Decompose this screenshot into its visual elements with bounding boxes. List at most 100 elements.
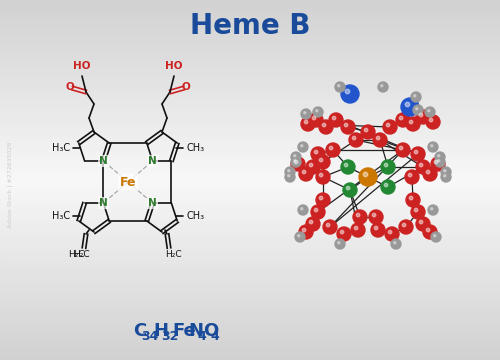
Circle shape [319, 120, 333, 134]
Text: Fe: Fe [120, 176, 136, 189]
Bar [0, 97, 500, 101]
Bar [0, 284, 500, 288]
Circle shape [337, 227, 351, 241]
Bar [0, 216, 500, 220]
Circle shape [372, 213, 376, 217]
Bar [0, 187, 500, 191]
Text: HO: HO [166, 61, 183, 71]
Bar [0, 18, 500, 22]
Bar [0, 155, 500, 158]
Circle shape [298, 235, 300, 237]
Circle shape [414, 208, 418, 212]
Text: H₂C: H₂C [68, 250, 84, 259]
Text: 4: 4 [197, 330, 206, 343]
Text: 32: 32 [161, 330, 178, 343]
Circle shape [428, 110, 430, 112]
Circle shape [416, 108, 418, 110]
Bar [0, 342, 500, 346]
Bar [0, 328, 500, 331]
Circle shape [420, 163, 423, 167]
Circle shape [291, 157, 301, 167]
Bar [0, 108, 500, 112]
Circle shape [364, 128, 368, 132]
Bar [0, 241, 500, 245]
Bar [0, 184, 500, 187]
Bar [0, 266, 500, 270]
Text: Fe: Fe [172, 322, 196, 340]
Circle shape [396, 113, 410, 127]
Circle shape [301, 109, 311, 119]
Circle shape [394, 242, 396, 244]
Text: H₂C: H₂C [72, 250, 90, 259]
Bar [0, 281, 500, 284]
Circle shape [384, 183, 388, 187]
Circle shape [353, 210, 367, 224]
Circle shape [438, 155, 440, 157]
Circle shape [298, 142, 308, 152]
Circle shape [435, 152, 445, 162]
Bar [0, 137, 500, 140]
Bar [0, 54, 500, 58]
Bar [0, 173, 500, 176]
Circle shape [411, 205, 425, 219]
Circle shape [302, 170, 306, 174]
Circle shape [300, 145, 303, 147]
Bar [0, 331, 500, 335]
Circle shape [349, 133, 363, 147]
Bar [0, 14, 500, 18]
Circle shape [335, 82, 345, 92]
Bar [0, 220, 500, 223]
Circle shape [343, 183, 357, 197]
Bar [0, 11, 500, 14]
Circle shape [298, 205, 308, 215]
Bar [0, 94, 500, 97]
Bar [0, 126, 500, 130]
Bar [0, 202, 500, 205]
Circle shape [363, 172, 368, 177]
Circle shape [391, 239, 401, 249]
Circle shape [302, 228, 306, 232]
Circle shape [408, 173, 412, 177]
Circle shape [425, 107, 435, 117]
Bar [0, 245, 500, 248]
Circle shape [304, 120, 308, 124]
Circle shape [410, 196, 413, 200]
Circle shape [430, 145, 433, 147]
Circle shape [338, 85, 340, 87]
Circle shape [426, 170, 430, 174]
Circle shape [426, 115, 440, 129]
Circle shape [361, 125, 375, 139]
Circle shape [438, 159, 440, 162]
Text: H₃C: H₃C [52, 143, 70, 153]
Circle shape [384, 163, 388, 167]
Circle shape [411, 147, 425, 161]
Circle shape [431, 232, 441, 242]
Bar [0, 288, 500, 292]
Circle shape [441, 167, 451, 177]
Circle shape [441, 172, 451, 182]
Circle shape [299, 225, 313, 239]
Bar [0, 76, 500, 79]
Bar [0, 65, 500, 68]
Text: N: N [99, 156, 108, 166]
Bar [0, 151, 500, 155]
Circle shape [301, 117, 315, 131]
Circle shape [431, 157, 445, 171]
Bar [0, 58, 500, 61]
Text: CH₃: CH₃ [186, 211, 204, 221]
Circle shape [383, 120, 397, 134]
Circle shape [402, 223, 406, 227]
Bar [0, 148, 500, 151]
Text: N: N [148, 156, 157, 166]
Bar [0, 274, 500, 277]
Bar [0, 32, 500, 36]
Circle shape [341, 160, 355, 174]
Bar [0, 4, 500, 7]
Text: 4: 4 [211, 330, 220, 343]
Bar [0, 22, 500, 25]
Bar [0, 256, 500, 259]
Circle shape [369, 210, 383, 224]
Bar [0, 25, 500, 29]
Circle shape [399, 220, 413, 234]
Bar [0, 144, 500, 148]
